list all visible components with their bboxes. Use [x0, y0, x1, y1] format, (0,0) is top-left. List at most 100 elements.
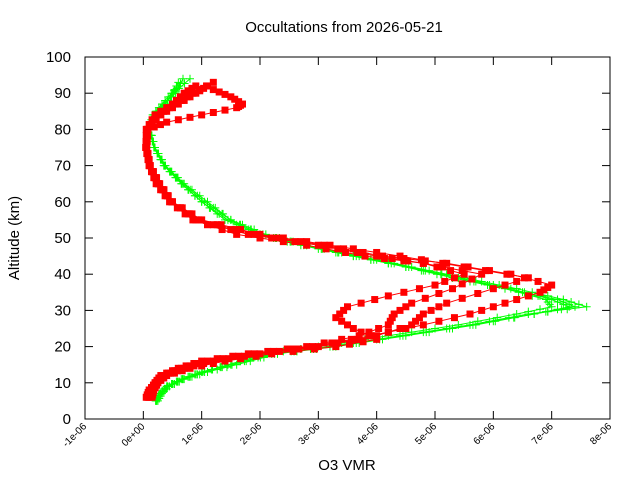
- data-point-square: [218, 226, 226, 234]
- data-point-square: [544, 283, 552, 291]
- data-point-plus: [215, 209, 224, 218]
- data-point-square: [198, 111, 206, 119]
- data-point-square: [289, 345, 297, 353]
- data-point-square: [450, 314, 458, 322]
- data-point-square: [373, 332, 381, 340]
- data-point-square: [489, 285, 497, 293]
- data-point-square: [204, 357, 211, 365]
- data-point-square: [359, 248, 367, 256]
- x-tick-label: 4e-06: [355, 421, 381, 447]
- data-point-square: [156, 121, 164, 129]
- data-point-square: [390, 310, 398, 318]
- data-point-square: [322, 245, 330, 253]
- data-point-square: [186, 113, 194, 121]
- data-point-square: [460, 263, 468, 271]
- data-point-plus: [206, 203, 215, 212]
- data-point-square: [275, 347, 283, 355]
- data-point-square: [184, 87, 192, 95]
- data-point-square: [146, 162, 154, 170]
- chart-title: Occultations from 2026-05-21: [245, 19, 443, 36]
- data-point-square: [447, 267, 455, 275]
- data-point-plus: [160, 161, 169, 170]
- data-point-square: [177, 96, 185, 104]
- data-point-square: [158, 372, 166, 380]
- data-point-square: [235, 352, 243, 360]
- data-point-square: [209, 78, 217, 86]
- data-point-square: [309, 343, 316, 351]
- data-point-square: [160, 107, 168, 115]
- data-point-square: [417, 256, 425, 264]
- data-point-square: [419, 321, 427, 329]
- x-tick-label: 0e+00: [120, 421, 148, 449]
- data-point-plus: [163, 382, 172, 391]
- x-tick-label: 8e-06: [588, 421, 614, 447]
- data-point-square: [183, 93, 191, 101]
- data-point-square: [240, 352, 248, 360]
- y-axis-title: Altitude (km): [6, 196, 23, 280]
- data-point-square: [415, 285, 423, 293]
- data-point-square: [503, 270, 511, 278]
- data-point-square: [181, 210, 189, 218]
- data-point-square: [336, 310, 344, 318]
- data-point-plus: [468, 320, 477, 329]
- data-point-square: [345, 340, 353, 348]
- data-point-square: [355, 332, 363, 340]
- data-point-square: [400, 288, 408, 296]
- data-point-square: [408, 321, 416, 329]
- data-point-square: [513, 277, 521, 285]
- data-point-plus: [191, 191, 200, 200]
- data-point-square: [227, 93, 235, 101]
- data-point-plus: [173, 377, 182, 386]
- data-point-square: [303, 238, 311, 246]
- data-point-square: [164, 369, 172, 377]
- data-point-square: [501, 281, 509, 289]
- data-point-square: [143, 131, 151, 139]
- data-point-square: [402, 303, 410, 311]
- data-point-square: [217, 221, 225, 229]
- data-point-square: [209, 86, 217, 94]
- data-point-square: [235, 98, 243, 106]
- data-point-square: [478, 306, 486, 314]
- data-point-plus: [172, 173, 180, 182]
- data-point-square: [221, 106, 229, 114]
- data-point-square: [433, 263, 441, 271]
- y-tick-label: 60: [54, 194, 71, 211]
- series-2-profile-4-line: [145, 81, 553, 398]
- data-point-square: [244, 230, 252, 238]
- x-axis-title: O3 VMR: [318, 457, 376, 474]
- data-point-square: [177, 364, 185, 372]
- data-point-square: [264, 347, 272, 355]
- data-point-square: [209, 221, 217, 229]
- data-point-square: [163, 192, 171, 200]
- data-point-plus: [180, 79, 189, 88]
- data-point-square: [396, 306, 404, 314]
- data-point-square: [344, 321, 351, 329]
- data-point-square: [195, 216, 203, 224]
- data-point-square: [357, 299, 365, 307]
- data-point-square: [524, 274, 532, 282]
- data-point-square: [347, 335, 355, 343]
- series-2: [142, 78, 556, 401]
- x-tick-label: 7e-06: [530, 421, 556, 447]
- data-point-square: [464, 263, 472, 271]
- data-point-square: [166, 104, 174, 112]
- x-tick-label: 3e-06: [297, 421, 323, 447]
- x-tick-label: 1e-06: [180, 421, 206, 447]
- data-point-plus: [178, 375, 187, 384]
- data-point-plus: [197, 197, 206, 206]
- data-point-plus: [582, 302, 591, 311]
- data-point-square: [231, 95, 239, 103]
- data-point-square: [147, 121, 155, 129]
- data-point-square: [326, 241, 334, 249]
- data-point-square: [143, 125, 151, 133]
- data-point-square: [270, 347, 278, 355]
- series-2-profile-2-line: [145, 89, 529, 398]
- data-point-square: [458, 280, 466, 288]
- data-point-square: [213, 221, 221, 229]
- data-point-square: [143, 137, 151, 145]
- data-point-square: [443, 259, 451, 267]
- data-point-square: [295, 345, 303, 353]
- data-point-square: [256, 234, 264, 242]
- data-point-plus: [553, 305, 562, 314]
